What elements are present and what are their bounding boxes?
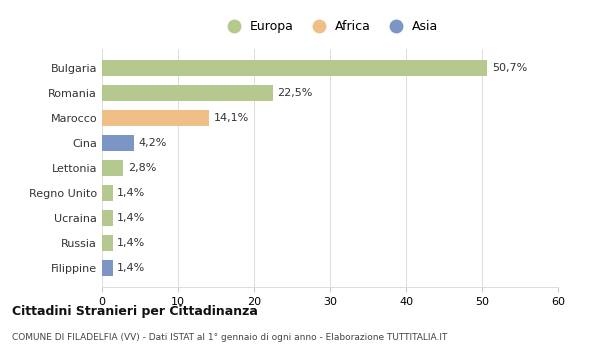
Bar	[102, 60, 487, 76]
Text: 2,8%: 2,8%	[128, 163, 156, 173]
Text: 1,4%: 1,4%	[117, 263, 145, 273]
Text: 1,4%: 1,4%	[117, 238, 145, 248]
Text: 14,1%: 14,1%	[214, 113, 249, 123]
Text: 50,7%: 50,7%	[492, 63, 527, 73]
Text: 4,2%: 4,2%	[139, 138, 167, 148]
Bar	[102, 160, 123, 176]
Bar	[102, 235, 113, 251]
Legend: Europa, Africa, Asia: Europa, Africa, Asia	[217, 15, 443, 38]
Bar	[102, 110, 209, 126]
Bar	[102, 185, 113, 201]
Text: 1,4%: 1,4%	[117, 213, 145, 223]
Bar	[102, 135, 134, 151]
Text: Cittadini Stranieri per Cittadinanza: Cittadini Stranieri per Cittadinanza	[12, 304, 258, 317]
Text: 22,5%: 22,5%	[278, 88, 313, 98]
Bar	[102, 210, 113, 226]
Bar	[102, 260, 113, 276]
Text: COMUNE DI FILADELFIA (VV) - Dati ISTAT al 1° gennaio di ogni anno - Elaborazione: COMUNE DI FILADELFIA (VV) - Dati ISTAT a…	[12, 332, 448, 342]
Text: 1,4%: 1,4%	[117, 188, 145, 198]
Bar	[102, 85, 273, 101]
